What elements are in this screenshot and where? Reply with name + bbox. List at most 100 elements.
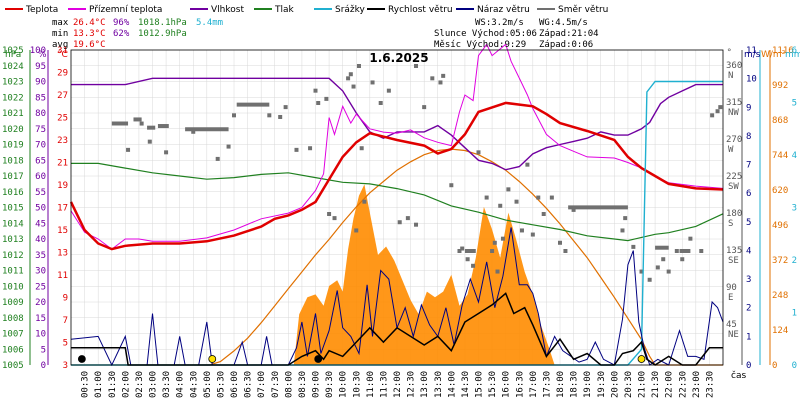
y-tick-wm2: 124 bbox=[772, 326, 788, 336]
x-tick-label: 01:00 bbox=[94, 371, 104, 398]
y-tick-hpa: 1024 bbox=[2, 62, 24, 72]
wind-dir-point bbox=[530, 232, 535, 237]
legend-label: Srážky bbox=[335, 5, 366, 15]
y-tick-pct: 55 bbox=[35, 188, 46, 198]
y-tick-hpa: 1007 bbox=[2, 330, 24, 340]
axes: 1025102410231022102110201019101810171016… bbox=[2, 46, 797, 398]
wind-dir-point bbox=[661, 257, 666, 262]
y-tick-dir-cardinal: SE bbox=[728, 256, 739, 266]
wind-dir-point bbox=[525, 162, 530, 167]
wind-dir-point bbox=[316, 101, 321, 105]
stats-min-label: min bbox=[52, 29, 68, 39]
y-tick-mm: 3 bbox=[792, 204, 797, 214]
y-tick-pct: 15 bbox=[35, 314, 46, 324]
wind-dir-point bbox=[666, 269, 671, 274]
x-tick-label: 10:00 bbox=[339, 371, 349, 398]
y-tick-pct: 85 bbox=[35, 93, 46, 103]
y-tick-wm2: 1116 bbox=[772, 46, 794, 56]
y-tick-ms: 9 bbox=[746, 103, 751, 113]
x-tick-label: 21:30 bbox=[651, 371, 661, 398]
humidity-line bbox=[71, 77, 723, 171]
wind-dir-point bbox=[215, 156, 220, 161]
y-tick-mm: 5 bbox=[792, 99, 797, 109]
y-tick-temp: 17 bbox=[57, 204, 68, 214]
y-tick-temp: 25 bbox=[57, 114, 68, 124]
x-tick-label: 08:30 bbox=[298, 371, 308, 398]
wind-dir-point bbox=[457, 249, 462, 253]
wind-dir-point bbox=[631, 244, 636, 249]
wind-wg: WG:4.5m/s bbox=[539, 18, 588, 28]
y-tick-temp: 23 bbox=[57, 136, 68, 146]
y-tick-hpa: 1023 bbox=[2, 78, 24, 88]
x-tick-label: 21:00 bbox=[638, 371, 648, 398]
y-tick-pct: 50 bbox=[35, 204, 46, 214]
wind-dir-point bbox=[283, 105, 288, 110]
y-tick-dir-cardinal: NE bbox=[728, 330, 739, 340]
wind-dir-point bbox=[147, 139, 152, 144]
wind-dir-point bbox=[164, 150, 169, 155]
wind-dir-point bbox=[449, 183, 454, 188]
y-tick-temp: 9 bbox=[63, 294, 68, 304]
stats-avg-temp: 19.6°C bbox=[73, 40, 106, 50]
y-tick-dir: 90 bbox=[726, 283, 737, 293]
wind-speed-line bbox=[71, 292, 723, 366]
wind-dir-point bbox=[397, 220, 402, 225]
unit-pct: % bbox=[38, 50, 47, 60]
wind-dir-point bbox=[126, 147, 131, 152]
wind-dir-point bbox=[359, 146, 364, 151]
x-tick-label: 15:30 bbox=[488, 371, 498, 398]
wind-dir-point bbox=[294, 147, 299, 152]
wind-dir-point bbox=[278, 114, 283, 119]
y-tick-ms: 4 bbox=[746, 246, 751, 256]
y-tick-pct: 70 bbox=[35, 141, 46, 151]
stats-max-rain: 5.4mm bbox=[196, 18, 223, 28]
y-tick-hpa: 1025 bbox=[2, 46, 24, 56]
y-tick-pct: 90 bbox=[35, 78, 46, 88]
y-tick-pct: 0 bbox=[41, 361, 46, 371]
wind-dir-point bbox=[351, 84, 356, 89]
y-tick-pct: 25 bbox=[35, 282, 46, 292]
y-tick-ms: 8 bbox=[746, 132, 751, 142]
moon-marker bbox=[314, 355, 323, 363]
y-tick-dir-cardinal: NW bbox=[728, 108, 739, 118]
x-tick-label: 22:30 bbox=[678, 371, 688, 398]
y-tick-dir: 315 bbox=[726, 98, 742, 108]
y-tick-pct: 45 bbox=[35, 219, 46, 229]
wind-dir-point bbox=[191, 129, 196, 134]
y-tick-hpa: 1022 bbox=[2, 93, 24, 103]
legend-label: Rychlost větru bbox=[388, 5, 453, 15]
wind-dir-point bbox=[267, 113, 272, 118]
legend-label: Přízemní teplota bbox=[89, 5, 162, 15]
x-tick-label: 17:30 bbox=[542, 371, 552, 398]
x-tick-label: 16:00 bbox=[502, 371, 512, 398]
x-tick-label: 03:30 bbox=[162, 371, 172, 398]
wind-dir-point bbox=[430, 76, 435, 81]
x-tick-label: 23:00 bbox=[692, 371, 702, 398]
temperature-line bbox=[69, 101, 724, 251]
x-tick-label: 15:00 bbox=[475, 371, 485, 398]
x-tick-label: 10:30 bbox=[352, 371, 362, 398]
stats-max-hum: 96% bbox=[113, 18, 130, 28]
wind-dir-point bbox=[226, 144, 231, 149]
series-lines bbox=[69, 43, 724, 367]
y-tick-hpa: 1008 bbox=[2, 314, 24, 324]
y-tick-hpa: 1020 bbox=[2, 125, 24, 135]
y-tick-hpa: 1013 bbox=[2, 235, 24, 245]
x-tick-label: 11:00 bbox=[366, 371, 376, 398]
x-tick-label: 12:00 bbox=[393, 371, 403, 398]
y-tick-dir: 45 bbox=[726, 320, 737, 330]
y-tick-hpa: 1005 bbox=[2, 361, 24, 371]
wind-dir-point bbox=[514, 199, 519, 204]
wind-dir-point bbox=[438, 80, 443, 85]
y-tick-wm2: 620 bbox=[772, 186, 788, 196]
x-tick-label: 03:00 bbox=[149, 371, 159, 398]
wind-dir-point bbox=[536, 195, 541, 200]
y-tick-temp: 13 bbox=[57, 249, 68, 259]
wind-dir-point bbox=[498, 203, 503, 208]
wind-dir-point bbox=[378, 101, 383, 105]
wind-dir-point bbox=[655, 265, 660, 270]
y-tick-pct: 65 bbox=[35, 156, 46, 166]
stats-min-temp: 13.3°C bbox=[73, 29, 106, 39]
y-tick-mm: 0 bbox=[792, 361, 797, 371]
y-tick-hpa: 1006 bbox=[2, 345, 24, 355]
